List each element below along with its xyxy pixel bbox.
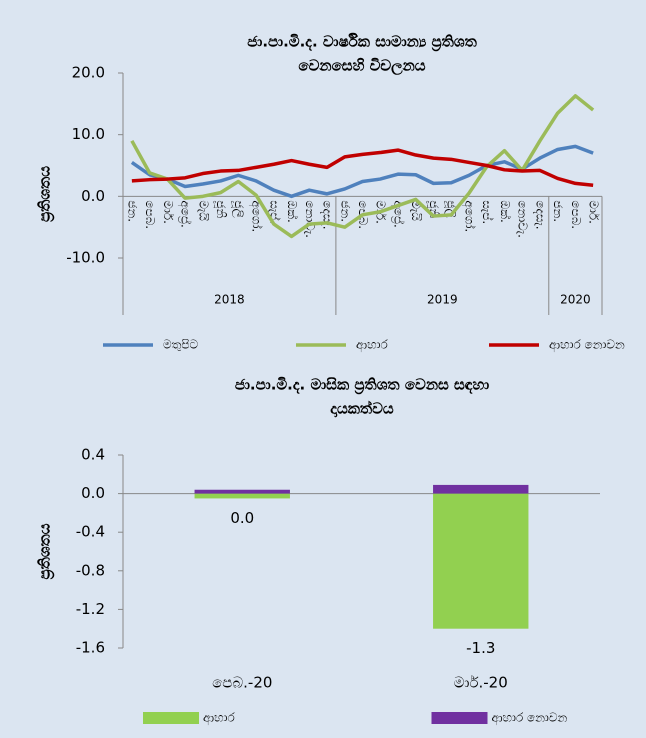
- legend-swatch: [431, 712, 488, 724]
- legend-label: ආහාර: [203, 711, 235, 726]
- y-tick-label: -10.0: [66, 249, 105, 267]
- y-axis-label: ප්‍රතිශතය: [36, 523, 56, 579]
- x-tick-label: ඔක්.: [498, 200, 512, 222]
- x-tick-label: සැප්.: [267, 200, 281, 224]
- y-axis-label: ප්‍රතිශතය: [36, 166, 56, 222]
- x-tick-label: ජන.: [125, 200, 139, 222]
- x-tick-label: ජූලි: [444, 200, 459, 217]
- x-tick-label: ඔක්.: [285, 200, 299, 222]
- y-tick-label: 0.0: [81, 187, 105, 205]
- y-tick-label: 10.0: [72, 125, 105, 143]
- chart-title: වෙනසෙහි විචලනය: [298, 57, 425, 76]
- series-line: [130, 144, 594, 199]
- chart-title: දායකත්වය: [330, 399, 394, 418]
- y-tick-label: -1.6: [76, 639, 105, 657]
- series-line: [130, 94, 595, 239]
- x-tick-label: මැයි: [196, 200, 210, 221]
- x-tick-label: සැප්.: [480, 200, 494, 224]
- bar-segment: [433, 484, 529, 494]
- x-tick-label: අප්‍රේ.: [178, 200, 193, 228]
- y-tick-label: 0.4: [81, 446, 105, 464]
- series-line: [131, 148, 594, 187]
- legend-swatch: [143, 712, 199, 724]
- legend-label: ආහාර නොවන: [492, 711, 568, 726]
- x-tick-label: මාර්.: [587, 200, 601, 224]
- x-tick-label: ජන.: [551, 200, 565, 222]
- y-tick-label: -1.2: [76, 600, 105, 618]
- x-tick-label: ජූනි: [213, 200, 228, 218]
- x-tick-label: මාර්.: [161, 200, 175, 224]
- x-tick-label: පෙබ.: [569, 200, 583, 229]
- legend-label: මතුපිට: [163, 338, 198, 352]
- x-tick-label: පෙබ.: [143, 200, 157, 229]
- x-tick-label: දෙසැ.: [533, 200, 547, 229]
- year-label: 2020: [560, 293, 591, 307]
- legend-label: ආහාර: [356, 338, 388, 353]
- bar-segment: [194, 489, 290, 494]
- x-tick-label: ජූලි: [231, 200, 246, 217]
- chart-title: ජා.පා.මි.ද. වාර්ෂික සාමාන්‍ය ප්‍රතිශත: [247, 33, 477, 53]
- bar-segment: [194, 493, 290, 499]
- y-tick-label: 20.0: [72, 64, 105, 82]
- x-tick-label: අගෝ.: [461, 200, 476, 232]
- x-tick-label: නොවැ.: [303, 200, 317, 238]
- year-label: 2018: [214, 293, 245, 307]
- x-tick-label: මැයි: [409, 200, 423, 221]
- x-tick-label: මාර්.-20: [454, 674, 508, 692]
- x-tick-label: පෙබ.-20: [212, 674, 272, 692]
- total-label: -1.3: [466, 639, 495, 657]
- x-tick-label: අගෝ.: [249, 200, 264, 232]
- year-label: 2019: [427, 293, 458, 307]
- total-label: 0.0: [230, 509, 254, 527]
- bar-segment: [433, 493, 529, 629]
- y-tick-label: -0.8: [76, 561, 105, 579]
- x-tick-label: ජන.: [338, 200, 352, 222]
- chart-title: ජා.පා.මි.ද. මාසික ප්‍රතිශත වෙනස සඳහා: [235, 376, 489, 396]
- y-tick-label: -0.4: [76, 523, 105, 541]
- legend-label: ආහාර නොවන: [549, 338, 625, 353]
- x-tick-label: නොවැ.: [516, 200, 530, 238]
- y-tick-label: 0.0: [81, 484, 105, 502]
